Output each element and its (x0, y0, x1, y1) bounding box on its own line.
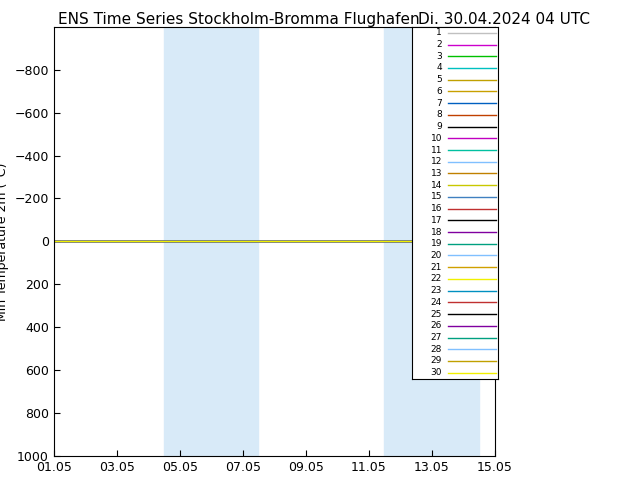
Text: 29: 29 (430, 356, 442, 366)
Bar (384, 27, 479, 456)
Text: 10: 10 (430, 134, 442, 143)
Text: 17: 17 (430, 216, 442, 225)
Text: 3: 3 (436, 52, 442, 61)
Text: 5: 5 (436, 75, 442, 84)
Text: 4: 4 (436, 64, 442, 73)
Text: 16: 16 (430, 204, 442, 213)
Text: 30: 30 (430, 368, 442, 377)
Text: 24: 24 (431, 298, 442, 307)
Text: 11: 11 (430, 146, 442, 154)
Text: 23: 23 (430, 286, 442, 295)
Text: 19: 19 (430, 239, 442, 248)
Text: 22: 22 (431, 274, 442, 283)
Text: 8: 8 (436, 110, 442, 120)
Text: 7: 7 (436, 98, 442, 108)
Y-axis label: Min Temperature 2m (°C): Min Temperature 2m (°C) (0, 162, 9, 320)
Text: 13: 13 (430, 169, 442, 178)
Text: 2: 2 (436, 40, 442, 49)
Text: 6: 6 (436, 87, 442, 96)
Text: Di. 30.04.2024 04 UTC: Di. 30.04.2024 04 UTC (418, 12, 590, 27)
Text: 21: 21 (430, 263, 442, 271)
Text: 28: 28 (430, 345, 442, 354)
Text: 18: 18 (430, 227, 442, 237)
Text: 26: 26 (430, 321, 442, 330)
Text: 12: 12 (430, 157, 442, 166)
Text: 25: 25 (430, 310, 442, 318)
Text: 1: 1 (436, 28, 442, 37)
Text: 15: 15 (430, 193, 442, 201)
Bar (164, 27, 259, 456)
Text: 20: 20 (430, 251, 442, 260)
Text: 14: 14 (430, 181, 442, 190)
Text: ENS Time Series Stockholm-Bromma Flughafen: ENS Time Series Stockholm-Bromma Flughaf… (58, 12, 420, 27)
Text: 9: 9 (436, 122, 442, 131)
Text: 27: 27 (430, 333, 442, 342)
